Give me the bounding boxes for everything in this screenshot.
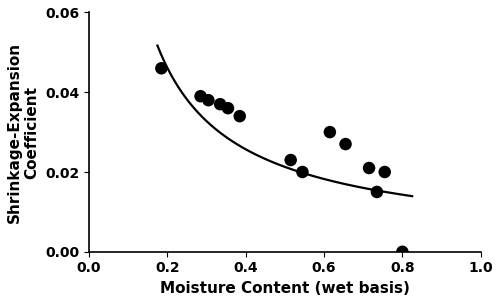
- Point: [216, 102, 224, 107]
- X-axis label: Moisture Content (wet basis): Moisture Content (wet basis): [160, 281, 410, 296]
- Point: [380, 170, 388, 175]
- Point: [286, 158, 294, 162]
- Point: [236, 114, 244, 118]
- Point: [373, 189, 381, 194]
- Point: [204, 98, 212, 103]
- Point: [158, 66, 166, 71]
- Point: [342, 142, 349, 147]
- Point: [365, 165, 373, 170]
- Point: [196, 94, 204, 99]
- Point: [298, 170, 306, 175]
- Point: [326, 130, 334, 135]
- Point: [398, 249, 406, 254]
- Point: [224, 106, 232, 111]
- Y-axis label: Shrinkage-Expansion
Coefficient: Shrinkage-Expansion Coefficient: [7, 42, 40, 223]
